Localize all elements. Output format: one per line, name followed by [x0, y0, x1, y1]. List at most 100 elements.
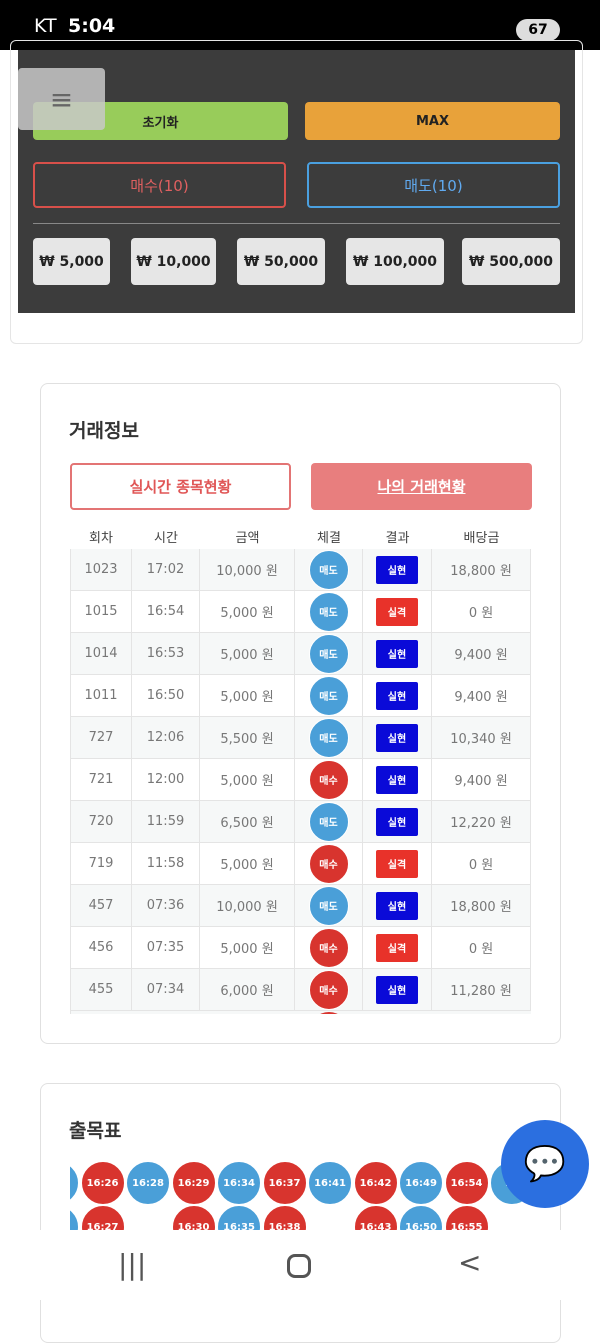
amount-button[interactable]: ₩ 100,000: [346, 238, 444, 285]
table-cell: 12:06: [132, 717, 200, 759]
table-cell: 455: [70, 969, 132, 1011]
table-cell: 5,000 원: [200, 927, 295, 969]
result-board: 16:26 16:28 16:29 16:34 16:37 16:41 16:42 16:49…: [70, 1161, 531, 1231]
divider: [33, 223, 560, 224]
side-badge: 매도: [308, 633, 349, 674]
result-bead: 16:50: [399, 1205, 443, 1231]
table-cell: 721: [70, 759, 132, 801]
card-title: 출목표: [69, 1120, 122, 1142]
table-cell: 1011: [70, 675, 132, 717]
table-cell: 실현: [363, 759, 432, 801]
menu-button[interactable]: ≡: [18, 68, 105, 130]
amount-button[interactable]: ₩ 50,000: [237, 238, 325, 285]
table-cell: 6,500 원: [200, 801, 295, 843]
table-cell: 16:54: [132, 591, 200, 633]
table-cell: 17:02: [132, 549, 200, 591]
table-cell: 0 원: [432, 927, 531, 969]
sell-button[interactable]: 매도(10): [307, 162, 560, 208]
result-bead: 16:49: [399, 1161, 443, 1205]
result-bead: 16:29: [171, 1161, 216, 1205]
table-cell: 12:00: [132, 759, 200, 801]
result-bead: 16:35: [217, 1205, 261, 1231]
table-cell: 18,800 원: [432, 885, 531, 927]
table-cell: 0 원: [432, 591, 531, 633]
table-cell: 매수: [295, 843, 363, 885]
result-bead: 16:38: [262, 1205, 307, 1231]
side-badge: 매도: [308, 885, 349, 926]
max-button[interactable]: MAX: [305, 102, 560, 140]
result-badge: 실현: [376, 681, 418, 710]
table-cell: 727: [70, 717, 132, 759]
table-cell: 매수: [295, 969, 363, 1011]
back[interactable]: <: [458, 1246, 482, 1279]
table-cell: 실현: [363, 969, 432, 1011]
table-cell: 5,000 원: [200, 675, 295, 717]
amount-button[interactable]: ₩ 500,000: [462, 238, 560, 285]
result-bead: 16:28: [126, 1161, 170, 1205]
amount-button[interactable]: ₩ 10,000: [131, 238, 216, 285]
side-badge: [309, 1012, 349, 1014]
column-header: 시간: [154, 531, 178, 546]
result-badge: 실격: [376, 849, 418, 878]
table-cell: 실현: [363, 801, 432, 843]
table-cell: 매도: [295, 633, 363, 675]
table-cell: 매도: [295, 591, 363, 633]
table-cell: 10,000 원: [200, 549, 295, 591]
table-cell: 10,000 원: [200, 885, 295, 927]
table-cell: 457: [70, 885, 132, 927]
side-badge: 매도: [308, 717, 349, 758]
trade-card: 거래정보 실시간 종목현황 나의 거래현황 회차 시간 금액 체결 결과 배당금 1023 1…: [40, 383, 561, 1044]
table-cell: 실격: [363, 843, 432, 885]
table-cell: 매수: [295, 927, 363, 969]
table-cell: 9,400 원: [432, 633, 531, 675]
home[interactable]: [287, 1254, 311, 1278]
table-cell: 16:53: [132, 633, 200, 675]
column-header: 회차: [89, 531, 113, 546]
table-cell: 456: [70, 927, 132, 969]
result-badge: 실격: [376, 597, 418, 626]
result-badge: 실현: [376, 807, 418, 836]
table-cell: 매도: [295, 801, 363, 843]
table-cell: 5,000 원: [200, 633, 295, 675]
table-cell: 5,500 원: [200, 717, 295, 759]
table-cell: 720: [70, 801, 132, 843]
side-badge: 매수: [308, 927, 349, 968]
buy-button[interactable]: 매수(10): [33, 162, 286, 208]
table-cell: 07:34: [132, 969, 200, 1011]
board-card: 출목표 16:26 16:28 16:29 16:34 16:37 16:41 16:42 1…: [40, 1083, 561, 1343]
carrier: KT: [34, 15, 57, 37]
side-badge: 매수: [308, 759, 349, 800]
side-badge: 매수: [308, 969, 349, 1010]
table-cell: 18,800 원: [432, 549, 531, 591]
column-header: 결과: [385, 531, 410, 546]
side-badge: 매도: [308, 549, 349, 590]
table-cell: 실격: [363, 591, 432, 633]
table-cell: 실격: [363, 927, 432, 969]
battery: 67: [516, 19, 560, 41]
column-header: 배당금: [463, 531, 500, 546]
card-title: 거래정보: [69, 420, 139, 442]
table-cell: 5,000 원: [200, 591, 295, 633]
clock: 5:04: [68, 15, 116, 37]
chat-button[interactable]: 💬: [501, 1120, 589, 1208]
result-bead: 16:54: [444, 1161, 489, 1205]
result-bead: 16:30: [171, 1205, 216, 1231]
table-cell: 16:50: [132, 675, 200, 717]
table-cell: 실현: [363, 717, 432, 759]
result-badge: 실현: [376, 639, 418, 668]
column-header: 금액: [235, 531, 260, 546]
result-bead: 16:41: [308, 1161, 352, 1205]
result-bead: 16:26: [80, 1161, 125, 1205]
amount-button[interactable]: ₩ 5,000: [33, 238, 110, 285]
table-cell: 1014: [70, 633, 132, 675]
result-bead: 16:43: [353, 1205, 398, 1231]
table-cell: 9,400 원: [432, 675, 531, 717]
result-bead: 16:27: [80, 1205, 125, 1231]
status-bar: KT 5:04 67: [0, 0, 600, 50]
result-bead: 16:55: [444, 1205, 489, 1231]
tab[interactable]: 실시간 종목현황: [70, 463, 291, 510]
table-cell: 11,280 원: [432, 969, 531, 1011]
recent-apps[interactable]: |||: [118, 1248, 147, 1281]
tab[interactable]: 나의 거래현황: [311, 463, 532, 510]
